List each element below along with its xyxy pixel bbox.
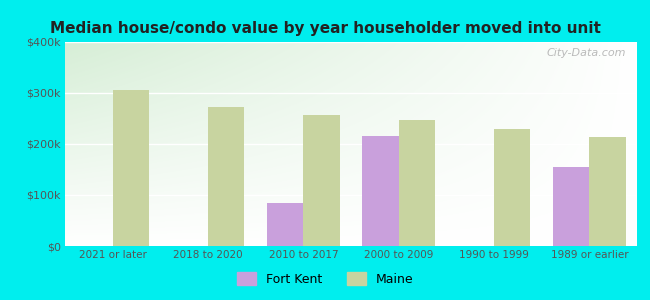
Bar xyxy=(590,137,625,246)
Bar xyxy=(553,167,590,246)
Bar xyxy=(494,129,530,246)
Bar xyxy=(267,202,304,246)
Bar xyxy=(398,120,435,246)
Text: Median house/condo value by year householder moved into unit: Median house/condo value by year househo… xyxy=(49,21,601,36)
Text: City-Data.com: City-Data.com xyxy=(546,48,625,58)
Bar xyxy=(112,90,149,246)
Legend: Fort Kent, Maine: Fort Kent, Maine xyxy=(232,267,418,291)
Bar xyxy=(208,107,244,246)
Bar xyxy=(363,136,398,246)
Bar xyxy=(304,115,339,246)
